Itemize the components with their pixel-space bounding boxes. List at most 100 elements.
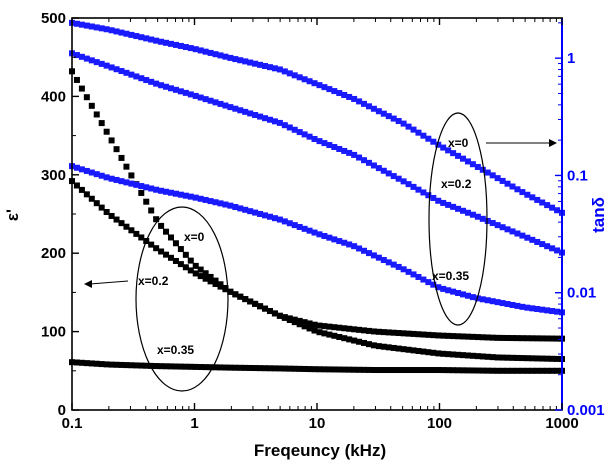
- data-point: [539, 306, 546, 313]
- data-point: [351, 95, 358, 102]
- data-point: [158, 363, 165, 370]
- data-point: [549, 335, 556, 342]
- data-point: [321, 323, 328, 330]
- data-point: [425, 331, 432, 338]
- data-point: [524, 234, 531, 241]
- arrowhead-right-icon: [549, 139, 557, 147]
- data-point: [380, 167, 387, 174]
- annotation-left-x02: x=0.2: [138, 274, 169, 288]
- data-point: [118, 361, 125, 368]
- data-point: [554, 247, 561, 254]
- data-point: [529, 367, 536, 374]
- data-point: [252, 112, 259, 119]
- data-point: [286, 365, 293, 372]
- data-point: [88, 360, 95, 367]
- data-point: [464, 352, 471, 359]
- data-point: [395, 345, 402, 352]
- data-point: [529, 335, 536, 342]
- data-point: [484, 334, 491, 341]
- data-point: [148, 78, 155, 85]
- data-point: [172, 190, 179, 197]
- data-point: [262, 365, 269, 372]
- data-point: [469, 352, 476, 359]
- data-point: [153, 37, 160, 44]
- data-point: [103, 62, 110, 69]
- data-point: [514, 367, 521, 374]
- data-point: [98, 361, 105, 368]
- data-point: [460, 155, 467, 162]
- data-point: [172, 363, 179, 370]
- data-point: [385, 367, 392, 374]
- data-point: [356, 154, 363, 161]
- data-point: [405, 268, 412, 275]
- data-point: [182, 89, 189, 96]
- data-point: [108, 137, 115, 144]
- data-point: [326, 86, 333, 93]
- data-point: [415, 273, 422, 280]
- data-point: [464, 158, 471, 165]
- data-point: [163, 83, 170, 90]
- data-point: [494, 354, 501, 361]
- data-point: [252, 60, 259, 67]
- data-point: [311, 80, 318, 87]
- data-point: [469, 211, 476, 218]
- data-point: [385, 329, 392, 336]
- data-point: [346, 366, 353, 373]
- data-point: [534, 196, 541, 203]
- data-point: [410, 271, 417, 278]
- data-point: [445, 201, 452, 208]
- data-point: [420, 276, 427, 283]
- data-point: [93, 360, 100, 367]
- data-point: [410, 367, 417, 374]
- data-point: [529, 194, 536, 201]
- data-point: [524, 191, 531, 198]
- data-point: [331, 332, 338, 339]
- data-point: [148, 185, 155, 192]
- data-point: [316, 322, 323, 329]
- data-point: [341, 91, 348, 98]
- data-point: [296, 365, 303, 372]
- data-point: [172, 41, 179, 48]
- data-point: [311, 327, 318, 334]
- data-point: [469, 294, 476, 301]
- data-point: [103, 174, 110, 181]
- data-point: [479, 296, 486, 303]
- data-point: [479, 367, 486, 374]
- data-point: [88, 195, 95, 202]
- data-point: [390, 329, 397, 336]
- data-point: [549, 355, 556, 362]
- data-point: [534, 306, 541, 313]
- data-point: [202, 96, 209, 103]
- data-point: [311, 135, 318, 142]
- data-point: [83, 55, 90, 62]
- data-point: [415, 186, 422, 193]
- data-point: [544, 243, 551, 250]
- data-point: [529, 305, 536, 312]
- data-point: [539, 367, 546, 374]
- data-point: [464, 333, 471, 340]
- data-point: [380, 343, 387, 350]
- data-point: [281, 314, 288, 321]
- data-point: [197, 94, 204, 101]
- data-point: [232, 105, 239, 112]
- data-point: [78, 21, 85, 28]
- data-point: [430, 332, 437, 339]
- data-point: [172, 86, 179, 93]
- data-point: [187, 267, 194, 274]
- data-point: [474, 334, 481, 341]
- data-point: [356, 366, 363, 373]
- data-point: [301, 323, 308, 330]
- data-point: [534, 335, 541, 342]
- data-point: [296, 321, 303, 328]
- data-point: [83, 22, 90, 29]
- data-point: [341, 325, 348, 332]
- data-point: [242, 108, 249, 115]
- data-point: [316, 329, 323, 336]
- data-point: [400, 330, 407, 337]
- data-point: [440, 332, 447, 339]
- data-point: [534, 238, 541, 245]
- data-point: [479, 353, 486, 360]
- data-point: [163, 188, 170, 195]
- data-point: [370, 366, 377, 373]
- data-point: [207, 278, 214, 285]
